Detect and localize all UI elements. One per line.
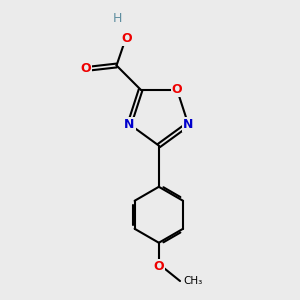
- Text: CH₃: CH₃: [184, 276, 203, 286]
- Text: O: O: [172, 83, 182, 96]
- Text: N: N: [124, 118, 135, 131]
- Text: O: O: [122, 32, 132, 45]
- Text: O: O: [80, 62, 91, 75]
- Text: H: H: [112, 12, 122, 25]
- Text: O: O: [154, 260, 164, 273]
- Text: N: N: [183, 118, 194, 131]
